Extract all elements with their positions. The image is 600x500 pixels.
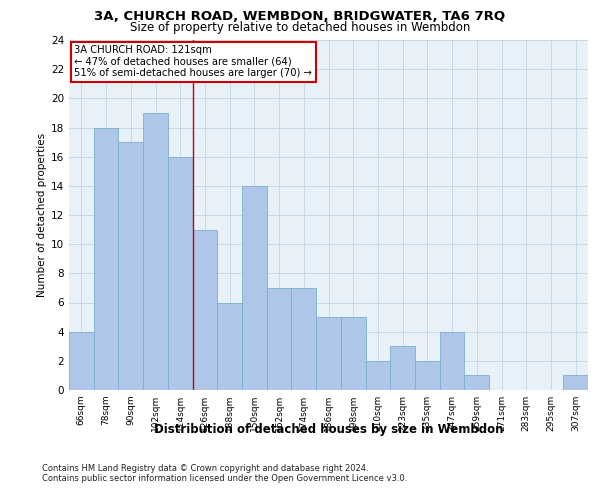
Bar	[118, 142, 143, 390]
Bar	[390, 346, 415, 390]
Bar	[365, 361, 390, 390]
Bar	[94, 128, 118, 390]
Y-axis label: Number of detached properties: Number of detached properties	[37, 133, 47, 297]
Bar	[292, 288, 316, 390]
Bar	[168, 156, 193, 390]
Text: Contains HM Land Registry data © Crown copyright and database right 2024.: Contains HM Land Registry data © Crown c…	[42, 464, 368, 473]
Bar	[242, 186, 267, 390]
Bar	[316, 317, 341, 390]
Text: Distribution of detached houses by size in Wembdon: Distribution of detached houses by size …	[154, 422, 503, 436]
Text: 3A, CHURCH ROAD, WEMBDON, BRIDGWATER, TA6 7RQ: 3A, CHURCH ROAD, WEMBDON, BRIDGWATER, TA…	[94, 10, 506, 23]
Bar	[415, 361, 440, 390]
Text: Contains public sector information licensed under the Open Government Licence v3: Contains public sector information licen…	[42, 474, 407, 483]
Bar	[69, 332, 94, 390]
Bar	[193, 230, 217, 390]
Text: 3A CHURCH ROAD: 121sqm
← 47% of detached houses are smaller (64)
51% of semi-det: 3A CHURCH ROAD: 121sqm ← 47% of detached…	[74, 46, 312, 78]
Bar	[143, 113, 168, 390]
Bar	[464, 376, 489, 390]
Bar	[341, 317, 365, 390]
Bar	[563, 376, 588, 390]
Bar	[440, 332, 464, 390]
Bar	[217, 302, 242, 390]
Text: Size of property relative to detached houses in Wembdon: Size of property relative to detached ho…	[130, 21, 470, 34]
Bar	[267, 288, 292, 390]
